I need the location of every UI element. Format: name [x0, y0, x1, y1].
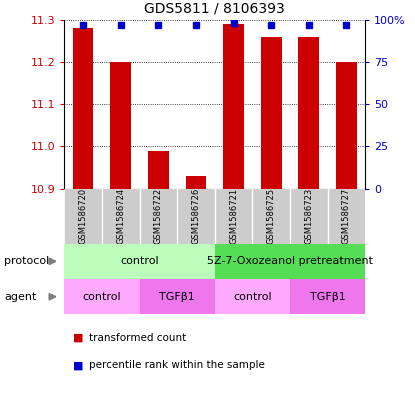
Bar: [252, 189, 290, 244]
Text: control: control: [233, 292, 272, 302]
Text: GSM1586723: GSM1586723: [304, 188, 313, 244]
Text: GSM1586725: GSM1586725: [267, 188, 276, 244]
Text: control: control: [83, 292, 121, 302]
Text: agent: agent: [4, 292, 37, 302]
Text: GSM1586724: GSM1586724: [116, 188, 125, 244]
Text: 5Z-7-Oxozeanol pretreatment: 5Z-7-Oxozeanol pretreatment: [207, 256, 373, 266]
Text: GSM1586721: GSM1586721: [229, 188, 238, 244]
Title: GDS5811 / 8106393: GDS5811 / 8106393: [144, 2, 285, 16]
Bar: [102, 189, 139, 244]
Bar: [223, 24, 244, 189]
Bar: [215, 279, 290, 314]
Text: GSM1586720: GSM1586720: [78, 188, 88, 244]
Text: protocol: protocol: [4, 256, 49, 266]
Text: ■: ■: [73, 360, 83, 371]
Text: GSM1586722: GSM1586722: [154, 188, 163, 244]
Bar: [290, 189, 327, 244]
Bar: [139, 279, 215, 314]
Bar: [336, 62, 357, 189]
Bar: [177, 189, 215, 244]
Bar: [64, 279, 139, 314]
Text: transformed count: transformed count: [89, 333, 186, 343]
Bar: [186, 176, 206, 189]
Text: GSM1586726: GSM1586726: [191, 188, 200, 244]
Bar: [73, 28, 93, 189]
Text: GSM1586727: GSM1586727: [342, 188, 351, 244]
Bar: [64, 189, 102, 244]
Text: ■: ■: [73, 333, 83, 343]
Bar: [148, 151, 168, 189]
Bar: [110, 62, 131, 189]
Bar: [64, 244, 215, 279]
Text: TGFβ1: TGFβ1: [310, 292, 345, 302]
Text: TGFβ1: TGFβ1: [159, 292, 195, 302]
Bar: [139, 189, 177, 244]
Bar: [298, 37, 319, 189]
Text: percentile rank within the sample: percentile rank within the sample: [89, 360, 265, 371]
Bar: [290, 279, 365, 314]
Text: control: control: [120, 256, 159, 266]
Bar: [327, 189, 365, 244]
Bar: [215, 189, 252, 244]
Bar: [215, 244, 365, 279]
Bar: [261, 37, 281, 189]
